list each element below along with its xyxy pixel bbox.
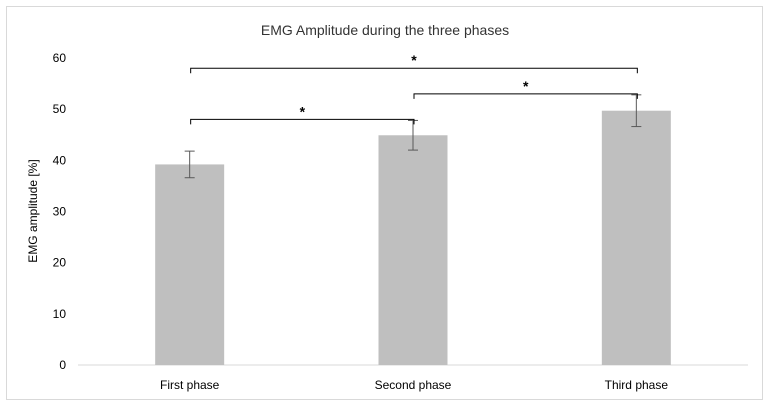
y-axis-label: EMG amplitude [%] <box>26 159 40 262</box>
chart-title: EMG Amplitude during the three phases <box>261 22 509 38</box>
bar <box>601 110 671 366</box>
significance-marker: * <box>523 78 529 94</box>
y-tick-label: 20 <box>53 256 67 270</box>
y-tick-label: 50 <box>53 102 67 116</box>
plot-area: 0 10 20 30 40 50 60 First phase Second phase Thir… <box>53 51 748 392</box>
x-tick-label: First phase <box>160 378 220 392</box>
x-tick-label: Third phase <box>605 378 669 392</box>
bar <box>378 135 448 365</box>
significance-bracket <box>190 118 415 125</box>
bar <box>155 164 225 365</box>
significance-marker: * <box>411 52 417 68</box>
y-tick-label: 40 <box>53 153 67 167</box>
y-tick-label: 30 <box>53 205 67 219</box>
y-tick-label: 60 <box>53 51 67 65</box>
significance-bracket <box>413 93 638 99</box>
significance-marker: * <box>300 103 306 119</box>
y-tick-label: 0 <box>59 358 66 372</box>
significance-bracket <box>190 67 638 74</box>
x-tick-label: Second phase <box>375 378 452 392</box>
y-tick-label: 10 <box>53 307 67 321</box>
